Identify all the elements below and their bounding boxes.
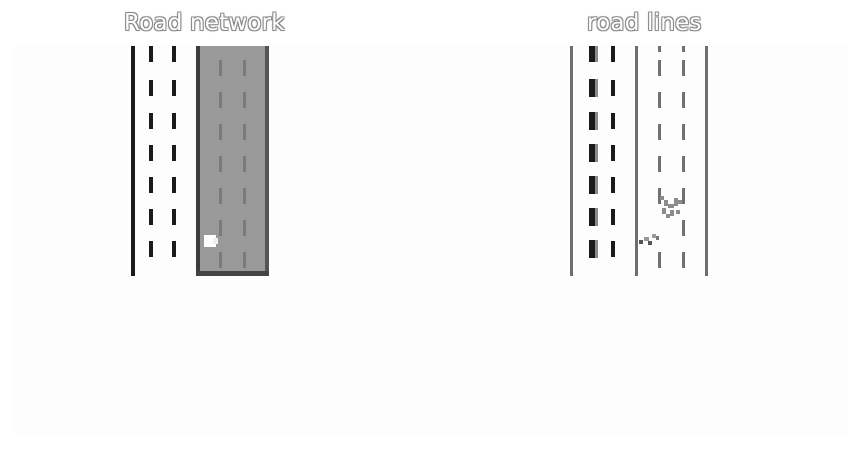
road-line-solid-left [570,46,573,276]
road-line-dashed-thick-1 [589,46,595,258]
lane-marking-dashed-2 [172,46,176,257]
lane-marking-dashed-1 [149,46,153,257]
lane-edge-line-left [131,46,135,276]
road-line-dashed-4 [682,46,685,268]
road-dashed-line-2 [243,60,246,268]
road-network-panel [131,46,269,276]
vehicle-outline-artifact [660,196,682,218]
road-dashed-line-1 [219,60,222,268]
road-line-dashed-2 [611,46,615,257]
figure-background [14,46,848,434]
panel-title-road-lines: road lines [587,10,702,36]
vehicle-marker [204,235,218,247]
road-lines-panel [570,46,708,276]
road-line-solid-right [705,46,708,276]
road-line-dashed-3 [658,46,661,268]
panel-title-road-network: Road network [124,10,285,36]
road-line-solid-middle [635,46,638,276]
road-line-dashed-thick-1-shade [595,46,598,258]
vehicle-trace-artifact [639,234,659,245]
